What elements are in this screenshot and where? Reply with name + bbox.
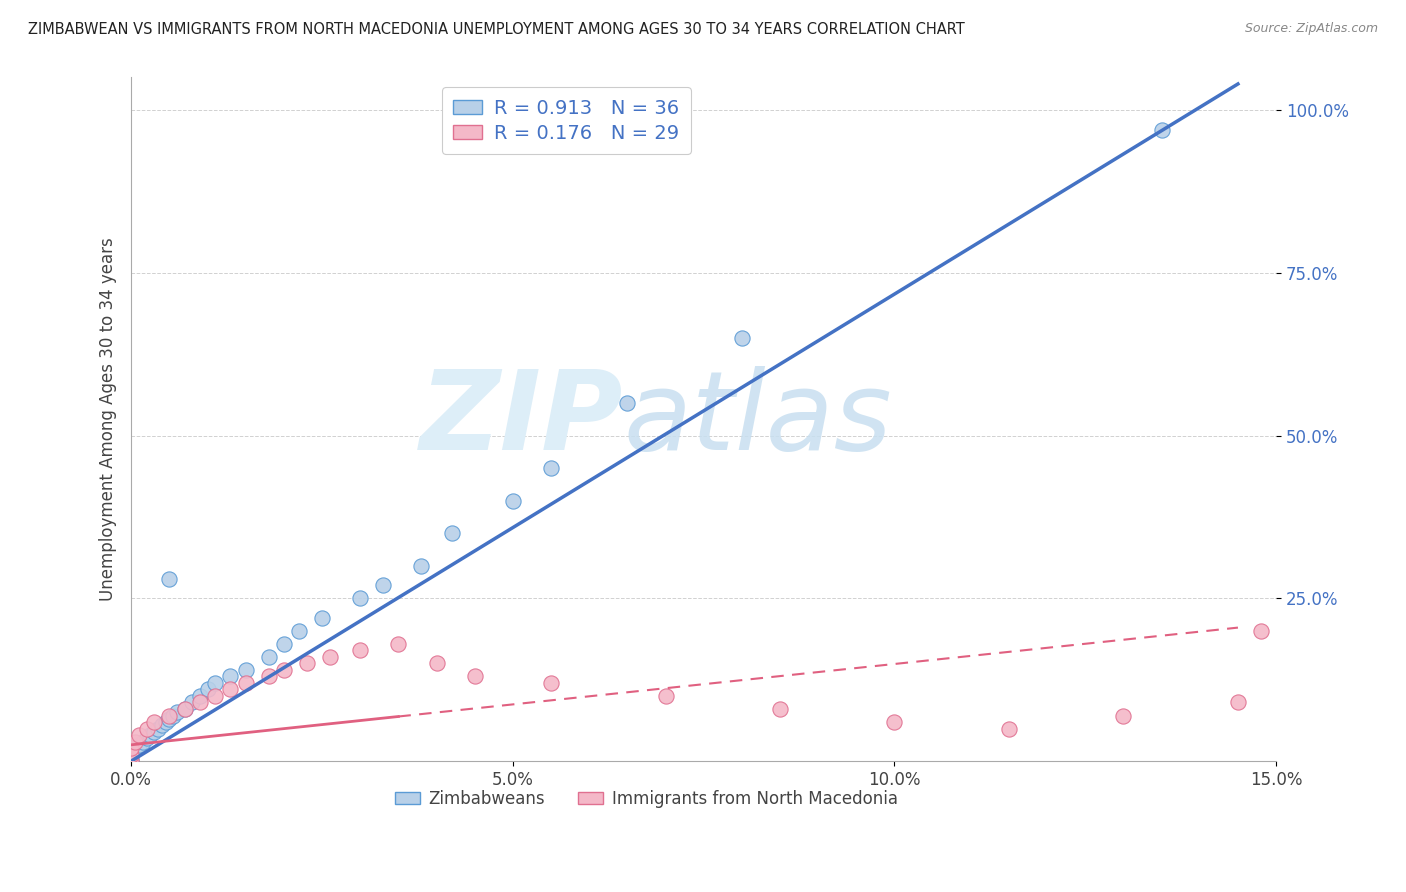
Point [654,689,676,703]
Point [998,722,1021,736]
Point [235,663,257,677]
Text: ZIMBABWEAN VS IMMIGRANTS FROM NORTH MACEDONIA UNEMPLOYMENT AMONG AGES 30 TO 34 Y: ZIMBABWEAN VS IMMIGRANTS FROM NORTH MACE… [28,22,965,37]
Point [1226,696,1249,710]
Point [295,657,318,671]
Point [502,493,524,508]
Point [139,728,162,742]
Point [157,572,180,586]
Point [120,747,142,762]
Point [120,754,142,768]
Point [155,714,177,729]
Point [1150,122,1173,136]
Point [349,591,371,606]
Point [150,718,173,732]
Point [1112,708,1135,723]
Point [273,663,295,677]
Point [288,624,311,638]
Point [146,722,169,736]
Point [143,724,166,739]
Legend: Zimbabweans, Immigrants from North Macedonia: Zimbabweans, Immigrants from North Maced… [388,783,904,814]
Point [235,676,257,690]
Point [120,741,142,756]
Point [188,696,211,710]
Point [204,676,226,690]
Point [318,649,340,664]
Point [120,751,142,765]
Point [371,578,394,592]
Point [120,744,142,758]
Point [162,708,184,723]
Point [157,708,180,723]
Point [173,702,195,716]
Point [540,461,562,475]
Point [181,696,204,710]
Point [257,669,280,683]
Point [731,331,754,345]
Point [540,676,562,690]
Point [273,637,295,651]
Point [1250,624,1272,638]
Point [135,731,157,746]
Point [173,702,195,716]
Point [188,689,211,703]
Point [120,747,142,762]
Point [124,741,146,756]
Y-axis label: Unemployment Among Ages 30 to 34 years: Unemployment Among Ages 30 to 34 years [100,237,117,601]
Point [204,689,226,703]
Point [197,682,219,697]
Text: ZIP: ZIP [420,366,623,473]
Point [425,657,447,671]
Text: atlas: atlas [623,366,893,473]
Point [166,705,188,719]
Point [128,738,150,752]
Point [143,714,166,729]
Point [219,669,242,683]
Point [128,728,150,742]
Point [769,702,792,716]
Text: Source: ZipAtlas.com: Source: ZipAtlas.com [1244,22,1378,36]
Point [311,611,333,625]
Point [257,649,280,664]
Point [120,754,142,768]
Point [131,734,153,748]
Point [440,526,463,541]
Point [135,722,157,736]
Point [349,643,371,657]
Point [616,396,638,410]
Point [387,637,409,651]
Point [157,712,180,726]
Point [124,734,146,748]
Point [464,669,486,683]
Point [883,714,905,729]
Point [411,558,433,573]
Point [219,682,242,697]
